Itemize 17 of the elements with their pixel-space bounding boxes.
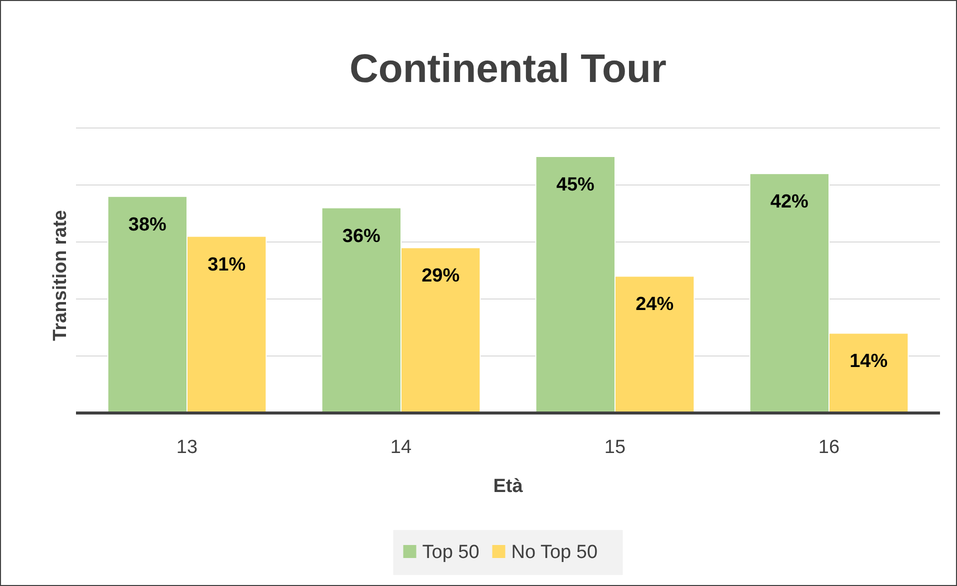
x-tick-label: 14 <box>390 437 412 458</box>
data-label: 42% <box>770 192 809 213</box>
data-label: 24% <box>636 294 674 316</box>
chart-title: Continental Tour <box>350 47 666 91</box>
legend-label: Top 50 <box>422 542 480 563</box>
data-label: 14% <box>850 351 888 372</box>
data-label: 45% <box>556 174 595 196</box>
legend-label: No Top 50 <box>511 542 598 563</box>
data-label: 38% <box>128 214 167 236</box>
x-tick-label: 16 <box>818 437 840 458</box>
data-label: 29% <box>422 266 460 287</box>
y-axis-title: Transition rate <box>50 210 71 341</box>
data-label: 31% <box>208 254 246 276</box>
x-tick-label: 13 <box>176 437 198 458</box>
data-label: 36% <box>342 226 381 247</box>
x-tick-label: 15 <box>604 437 626 458</box>
x-axis-title: Età <box>493 476 524 497</box>
